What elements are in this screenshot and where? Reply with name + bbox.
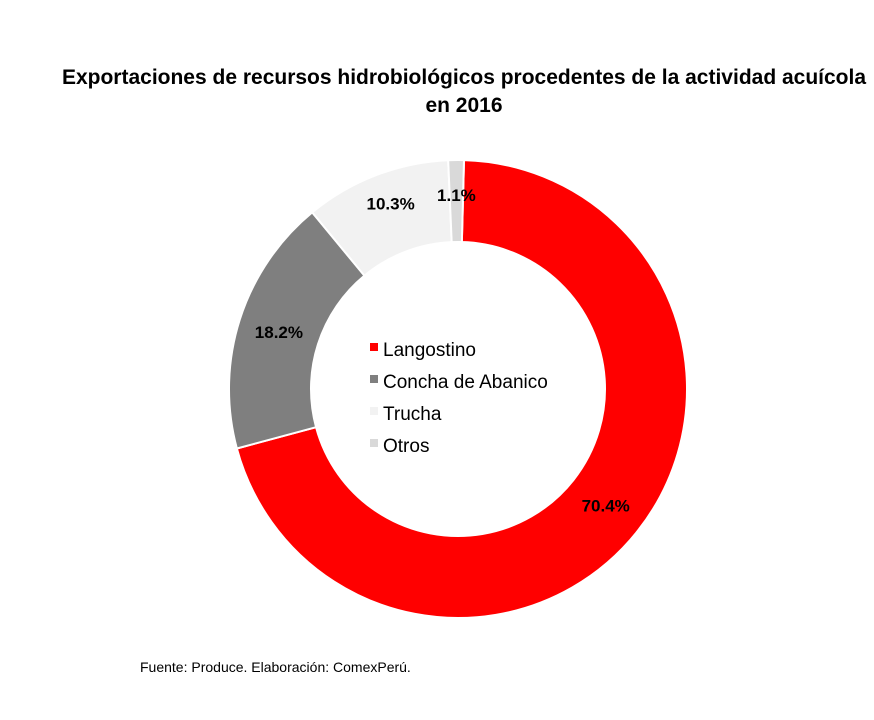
legend-entry: Otros xyxy=(383,436,429,457)
data-label: 70.4% xyxy=(582,496,630,515)
slice-langostino xyxy=(235,159,688,619)
legend-swatch xyxy=(370,407,378,415)
legend-entry: Trucha xyxy=(383,404,442,425)
legend-swatch xyxy=(370,439,378,447)
source-note: Fuente: Produce. Elaboración: ComexPerú. xyxy=(140,659,411,675)
data-label: 10.3% xyxy=(367,194,415,213)
data-label: 18.2% xyxy=(255,323,303,342)
legend-swatch xyxy=(370,343,378,351)
data-label: 1.1% xyxy=(437,186,476,205)
slice-otros xyxy=(447,159,466,244)
legend-entry: Langostino xyxy=(383,340,476,361)
chart-title: Exportaciones de recursos hidrobiológico… xyxy=(61,66,867,117)
legend-swatch xyxy=(370,375,378,383)
legend-entry: Concha de Abanico xyxy=(383,372,548,393)
